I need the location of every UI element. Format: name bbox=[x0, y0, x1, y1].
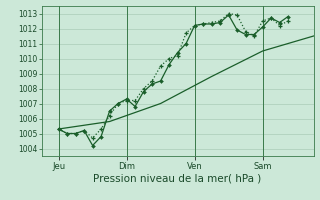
X-axis label: Pression niveau de la mer( hPa ): Pression niveau de la mer( hPa ) bbox=[93, 173, 262, 183]
